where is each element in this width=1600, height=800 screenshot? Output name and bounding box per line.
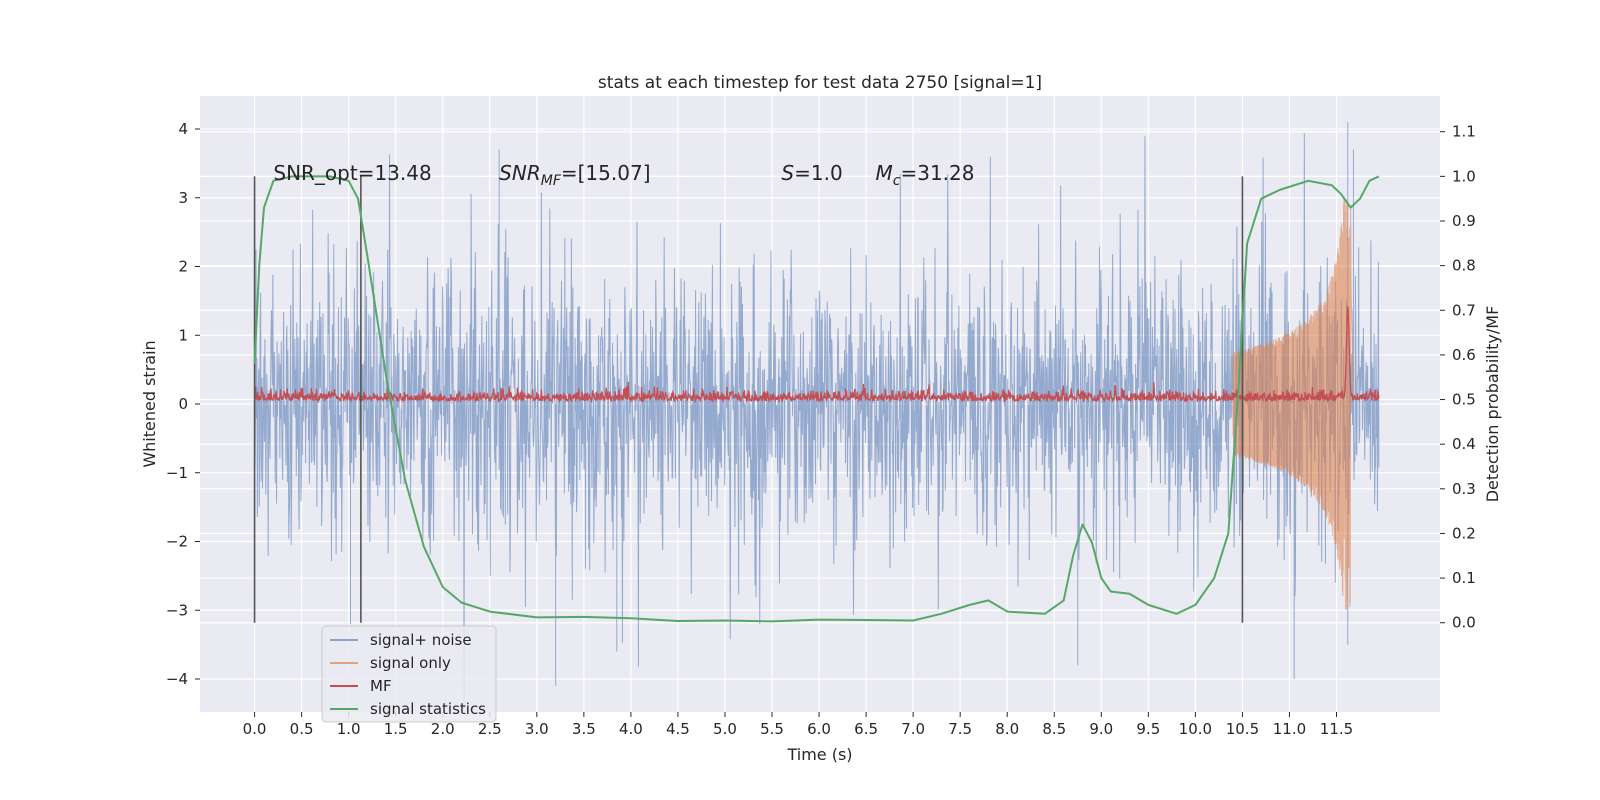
x-tick-label: 7.5 [948,720,972,738]
y-tick-label-left: −1 [166,464,188,482]
legend-box [321,625,497,723]
x-tick-label: 10.0 [1179,720,1212,738]
legend-label: signal+ noise [370,631,472,649]
x-tick-label: 8.0 [995,720,1019,738]
x-tick-label: 10.5 [1226,720,1259,738]
annotation-1: SNRMF=[15.07] [499,161,650,189]
y-tick-label-right: 0.3 [1452,480,1476,498]
x-tick-label: 9.0 [1089,720,1113,738]
x-tick-label: 4.0 [619,720,643,738]
y-tick-label-right: 0.5 [1452,391,1476,409]
series-mf [253,306,1380,404]
x-tick-label: 1.5 [384,720,408,738]
x-tick-label: 3.5 [572,720,596,738]
x-tick-label: 3.0 [525,720,549,738]
y-tick-label-right: 0.7 [1452,301,1476,319]
y-tick-label-left: 3 [178,189,188,207]
series-signal-statistics [253,175,1380,623]
annotation-0: SNR_opt=13.48 [273,161,431,185]
y-tick-label-left: −4 [166,670,188,688]
x-tick-label: 4.5 [666,720,690,738]
legend-label: signal statistics [370,700,486,718]
annotation-2: S=1.0 [781,161,842,185]
x-tick-label: 11.5 [1320,720,1353,738]
x-tick-label: 0.0 [243,720,267,738]
y-tick-label-left: −2 [166,533,188,551]
x-tick-label: 5.5 [760,720,784,738]
y-tick-label-right: 0.0 [1452,614,1476,632]
x-axis-label: Time (s) [786,745,852,764]
x-tick-label: 0.5 [290,720,314,738]
x-tick-label: 9.5 [1136,720,1160,738]
y-tick-label-right: 0.8 [1452,257,1476,275]
legend: signal+ noise signal only MF signal statist… [321,625,497,723]
y-tick-label-right: 0.9 [1452,212,1476,230]
y-tick-label-right: 1.1 [1452,123,1476,141]
x-tick-label: 11.0 [1273,720,1306,738]
x-tick-label: 1.0 [337,720,361,738]
x-tick-label: 2.5 [478,720,502,738]
y-tick-label-left: 1 [178,326,188,344]
annotations: SNR_opt=13.48 SNRMF=[15.07] S=1.0 Mc=31.28 [273,161,974,189]
series-signal-only [1232,197,1354,610]
data-layer [253,122,1380,711]
x-tick-label: 8.5 [1042,720,1066,738]
x-tick-label: 7.0 [901,720,925,738]
y-tick-label-right: 0.4 [1452,435,1476,453]
y-tick-label-left: −3 [166,601,188,619]
x-tick-label: 6.0 [807,720,831,738]
y-axis-label-left: Whitened strain [140,340,159,467]
y-tick-label-right: 0.6 [1452,346,1476,364]
y-tick-label-left: 4 [178,120,188,138]
y-tick-label-left: 2 [178,258,188,276]
x-tick-label: 6.5 [854,720,878,738]
legend-label: MF [370,677,392,695]
y-tick-label-left: 0 [178,395,188,413]
y-tick-label-right: 0.1 [1452,569,1476,587]
y-axis-label-right: Detection probability/MF [1483,306,1502,503]
x-tick-label: 2.0 [431,720,455,738]
axes: 0.0 0.5 1.0 1.5 2.0 2.5 3.0 3.5 4.0 4.5 5.0 5.5 6.0 6… [166,120,1476,738]
legend-label: signal only [370,654,451,672]
annotation-3: Mc=31.28 [876,161,975,189]
x-tick-label: 5.0 [713,720,737,738]
y-tick-label-right: 0.2 [1452,524,1476,542]
y-tick-label-right: 1.0 [1452,167,1476,185]
chart-title: stats at each timestep for test data 275… [598,73,1042,93]
